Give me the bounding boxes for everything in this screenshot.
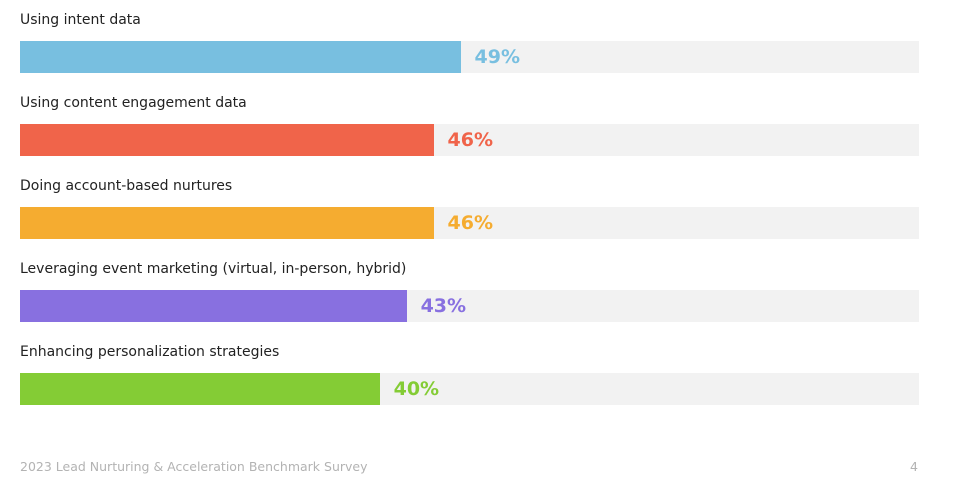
value-label: 43% bbox=[420, 295, 467, 317]
bar-row: Leveraging event marketing (virtual, in-… bbox=[20, 249, 919, 332]
value-label: 46% bbox=[447, 129, 494, 151]
bar-chart: Using intent data 49% Using content engage… bbox=[20, 0, 919, 415]
bar bbox=[20, 373, 380, 405]
footer-text: 2023 Lead Nurturing & Acceleration Bench… bbox=[20, 459, 368, 474]
value-label: 46% bbox=[447, 212, 494, 234]
bar-track bbox=[20, 41, 919, 73]
bar-track bbox=[20, 373, 919, 405]
category-label: Using content engagement data bbox=[20, 95, 247, 111]
category-label: Enhancing personalization strategies bbox=[20, 344, 280, 360]
bar-track bbox=[20, 290, 919, 322]
bar bbox=[20, 207, 434, 239]
bar-row: Enhancing personalization strategies 40% bbox=[20, 332, 919, 415]
bar-row: Doing account-based nurtures 46% bbox=[20, 166, 919, 249]
bar bbox=[20, 124, 434, 156]
bar-row: Using content engagement data 46% bbox=[20, 83, 919, 166]
bar bbox=[20, 290, 407, 322]
page-number: 4 bbox=[910, 459, 918, 474]
bar bbox=[20, 41, 461, 73]
value-label: 40% bbox=[393, 378, 440, 400]
bar-track bbox=[20, 207, 919, 239]
value-label: 49% bbox=[474, 46, 520, 68]
category-label: Using intent data bbox=[20, 12, 141, 28]
bar-track bbox=[20, 124, 919, 156]
category-label: Doing account-based nurtures bbox=[20, 178, 233, 194]
category-label: Leveraging event marketing (virtual, in-… bbox=[20, 261, 407, 277]
bar-row: Using intent data 49% bbox=[20, 0, 919, 83]
